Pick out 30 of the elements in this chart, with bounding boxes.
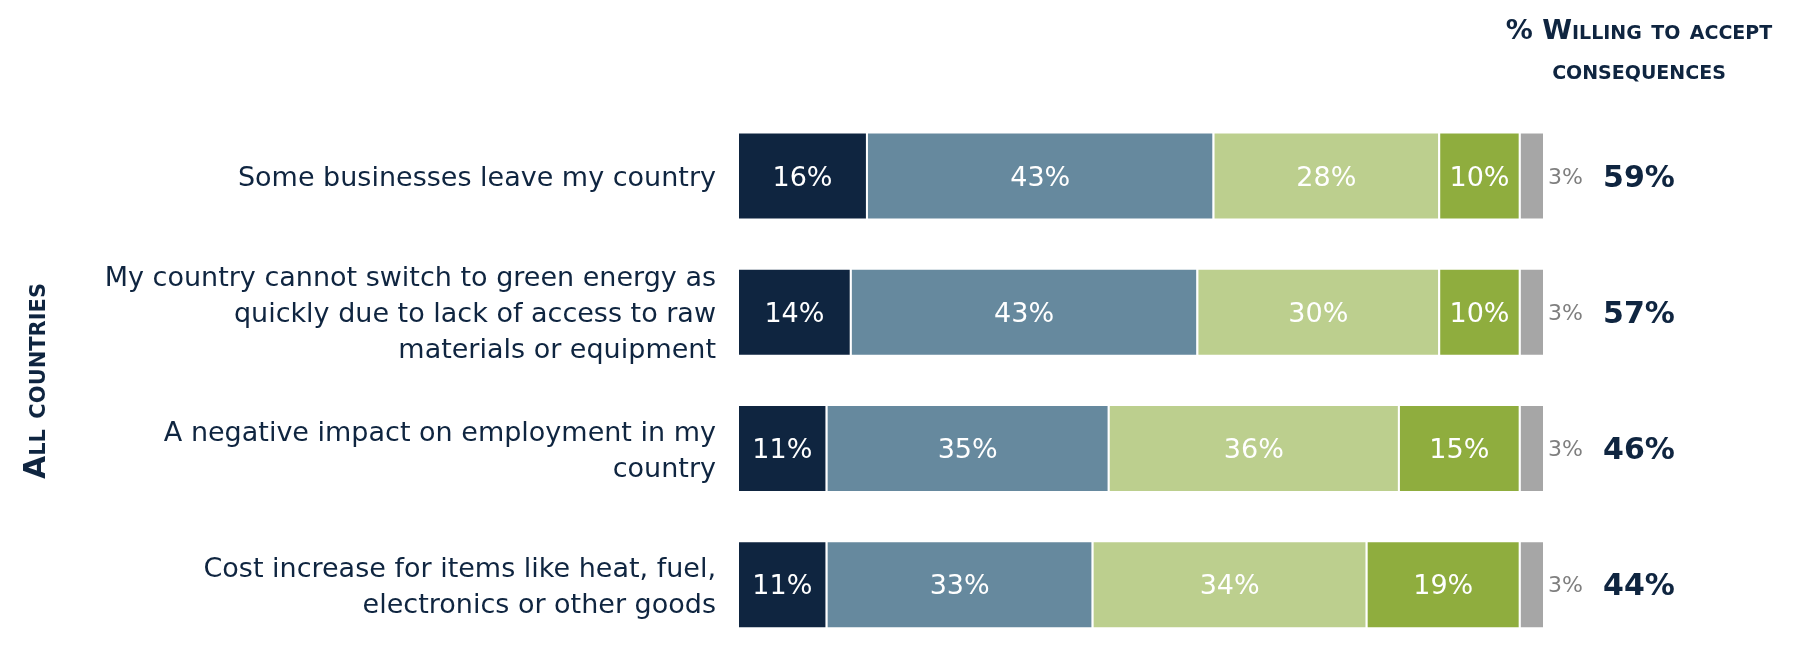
y-axis-title: All countries xyxy=(16,282,52,479)
data-label: 33% xyxy=(929,569,990,601)
data-label: 3% xyxy=(1548,299,1583,325)
data-label: 15% xyxy=(1429,433,1490,465)
data-label: 34% xyxy=(1199,569,1260,601)
data-label: 3% xyxy=(1548,572,1583,598)
data-label: 10% xyxy=(1449,160,1510,192)
data-label: 3% xyxy=(1548,163,1583,189)
data-label: 10% xyxy=(1449,296,1510,328)
data-label: 16% xyxy=(772,160,833,192)
data-label: 36% xyxy=(1223,433,1284,465)
data-label: 43% xyxy=(994,296,1055,328)
data-label: 19% xyxy=(1413,569,1474,601)
data-label: 14% xyxy=(764,296,825,328)
y-tick-label: My country cannot switch to green energy as quickly due to lack of access to raw materials or equipment xyxy=(104,260,716,364)
y-tick-label: A negative impact on employment in my country xyxy=(163,415,717,483)
data-label: 28% xyxy=(1296,160,1357,192)
data-label: 43% xyxy=(1010,160,1071,192)
data-label: 35% xyxy=(937,433,998,465)
text: 59% xyxy=(1603,158,1675,194)
text: 46% xyxy=(1603,431,1675,467)
text: 44% xyxy=(1603,567,1675,603)
data-label: 3% xyxy=(1548,436,1583,462)
data-label: 11% xyxy=(752,569,813,601)
y-tick-label: Some businesses leave my country xyxy=(237,160,717,192)
data-label: 30% xyxy=(1288,296,1349,328)
data-label: 11% xyxy=(752,433,813,465)
y-tick-label: Cost increase for items like heat, fuel, electronics or other goods xyxy=(203,551,716,619)
text: 57% xyxy=(1603,294,1675,330)
text: % Willing to accept consequences xyxy=(1504,13,1774,87)
